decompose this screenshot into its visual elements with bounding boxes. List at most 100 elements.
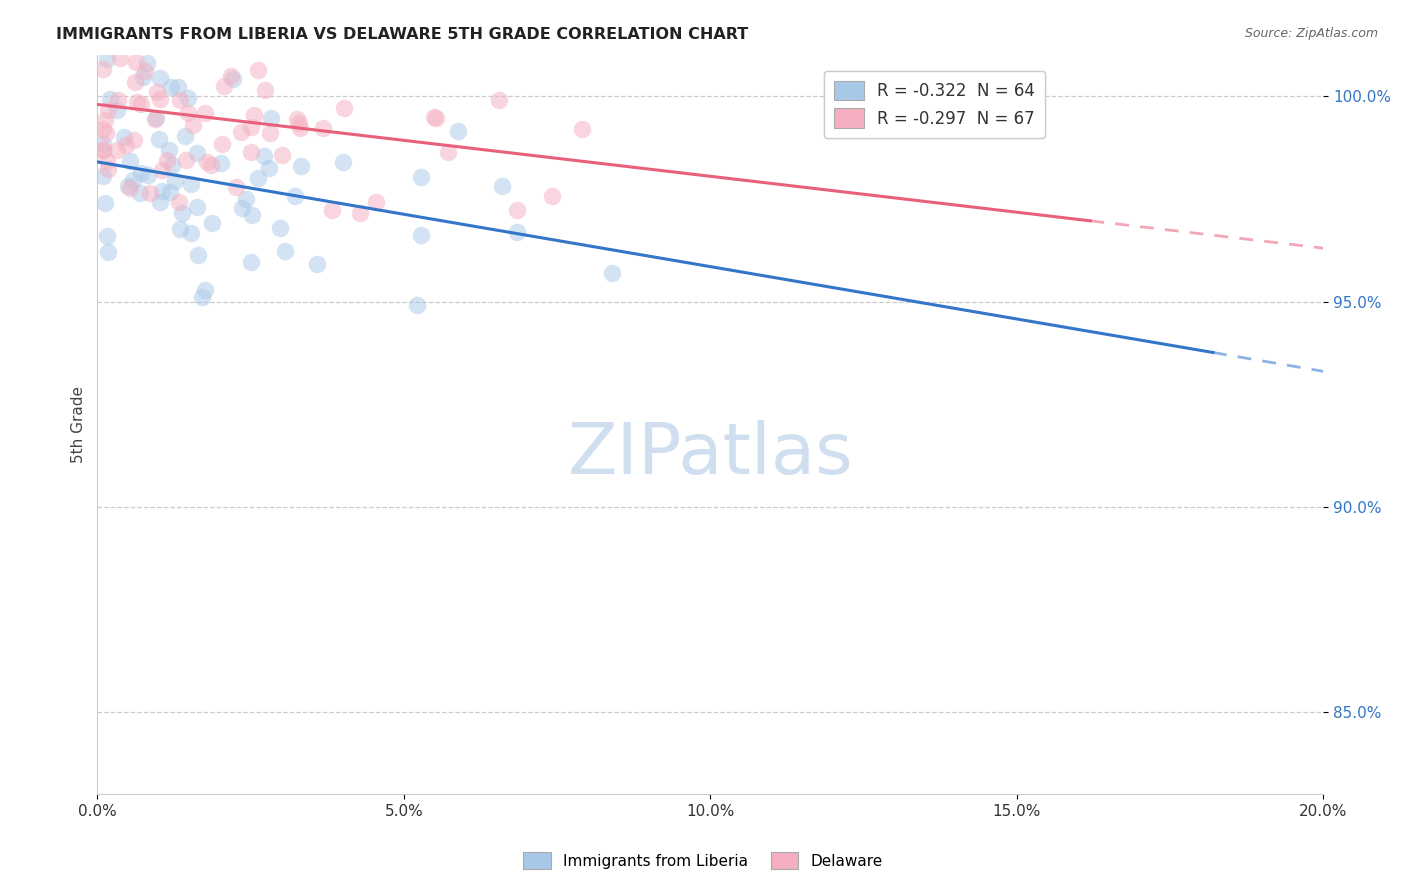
Point [177, 106, 200, 120]
Point [93, 137, 115, 152]
Point [349, 206, 371, 220]
Point [93, 169, 115, 183]
Point [221, 69, 243, 83]
Point [186, 200, 208, 214]
Point [93, 144, 115, 158]
Point [271, 147, 294, 161]
Point [105, 103, 128, 117]
Point [190, 290, 212, 304]
Point [125, 28, 148, 42]
Point [165, 174, 187, 188]
Point [127, 95, 149, 109]
Point [259, 126, 281, 140]
Point [193, 106, 215, 120]
Point [93, 143, 115, 157]
Point [96, 52, 118, 66]
Point [124, 55, 146, 70]
Point [129, 97, 152, 112]
Point [222, 72, 245, 87]
Point [118, 153, 141, 168]
Point [100, 15, 122, 29]
Point [246, 171, 269, 186]
Point [288, 121, 311, 136]
Point [211, 136, 233, 151]
Point [174, 153, 197, 168]
Point [225, 179, 247, 194]
Point [437, 145, 460, 160]
Point [447, 124, 470, 138]
Point [312, 121, 335, 136]
Point [124, 12, 146, 27]
Point [332, 155, 354, 169]
Point [167, 80, 190, 95]
Point [201, 216, 224, 230]
Point [305, 257, 328, 271]
Point [488, 93, 510, 107]
Point [187, 248, 209, 262]
Point [242, 108, 264, 122]
Point [93, 196, 115, 211]
Point [159, 185, 181, 199]
Point [93, 62, 115, 77]
Point [209, 155, 232, 169]
Point [285, 112, 308, 127]
Point [254, 83, 277, 97]
Point [423, 110, 446, 124]
Point [240, 208, 263, 222]
Point [169, 93, 191, 107]
Point [571, 122, 593, 136]
Point [257, 161, 280, 175]
Point [172, 206, 194, 220]
Point [149, 92, 172, 106]
Point [240, 145, 263, 160]
Legend: R = -0.322  N = 64, R = -0.297  N = 67: R = -0.322 N = 64, R = -0.297 N = 67 [824, 70, 1045, 137]
Point [100, 92, 122, 106]
Text: ZIPatlas: ZIPatlas [568, 420, 853, 489]
Point [160, 79, 183, 94]
Point [97, 103, 120, 117]
Point [491, 178, 513, 193]
Point [148, 131, 170, 145]
Legend: Immigrants from Liberia, Delaware: Immigrants from Liberia, Delaware [517, 846, 889, 875]
Point [269, 221, 291, 235]
Point [409, 169, 432, 184]
Point [177, 90, 200, 104]
Point [97, 245, 120, 260]
Point [136, 168, 159, 182]
Point [405, 298, 427, 312]
Point [200, 158, 222, 172]
Point [150, 162, 173, 177]
Point [134, 64, 156, 78]
Point [284, 189, 307, 203]
Point [239, 120, 262, 134]
Point [162, 158, 184, 172]
Point [541, 189, 564, 203]
Point [136, 55, 159, 70]
Point [150, 185, 173, 199]
Point [112, 129, 135, 144]
Point [122, 133, 145, 147]
Text: Source: ZipAtlas.com: Source: ZipAtlas.com [1244, 27, 1378, 40]
Point [167, 29, 190, 44]
Point [157, 143, 180, 157]
Point [107, 93, 129, 107]
Point [96, 154, 118, 169]
Point [235, 193, 257, 207]
Point [183, 118, 205, 132]
Point [506, 225, 529, 239]
Point [138, 0, 160, 4]
Point [195, 155, 218, 169]
Point [288, 116, 311, 130]
Point [93, 27, 115, 41]
Point [96, 126, 118, 140]
Point [167, 195, 190, 210]
Point [132, 70, 155, 85]
Point [149, 194, 172, 209]
Text: IMMIGRANTS FROM LIBERIA VS DELAWARE 5TH GRADE CORRELATION CHART: IMMIGRANTS FROM LIBERIA VS DELAWARE 5TH … [56, 27, 748, 42]
Point [146, 85, 169, 99]
Point [411, 227, 433, 242]
Point [253, 148, 276, 162]
Point [128, 186, 150, 200]
Point [260, 111, 283, 125]
Point [120, 181, 142, 195]
